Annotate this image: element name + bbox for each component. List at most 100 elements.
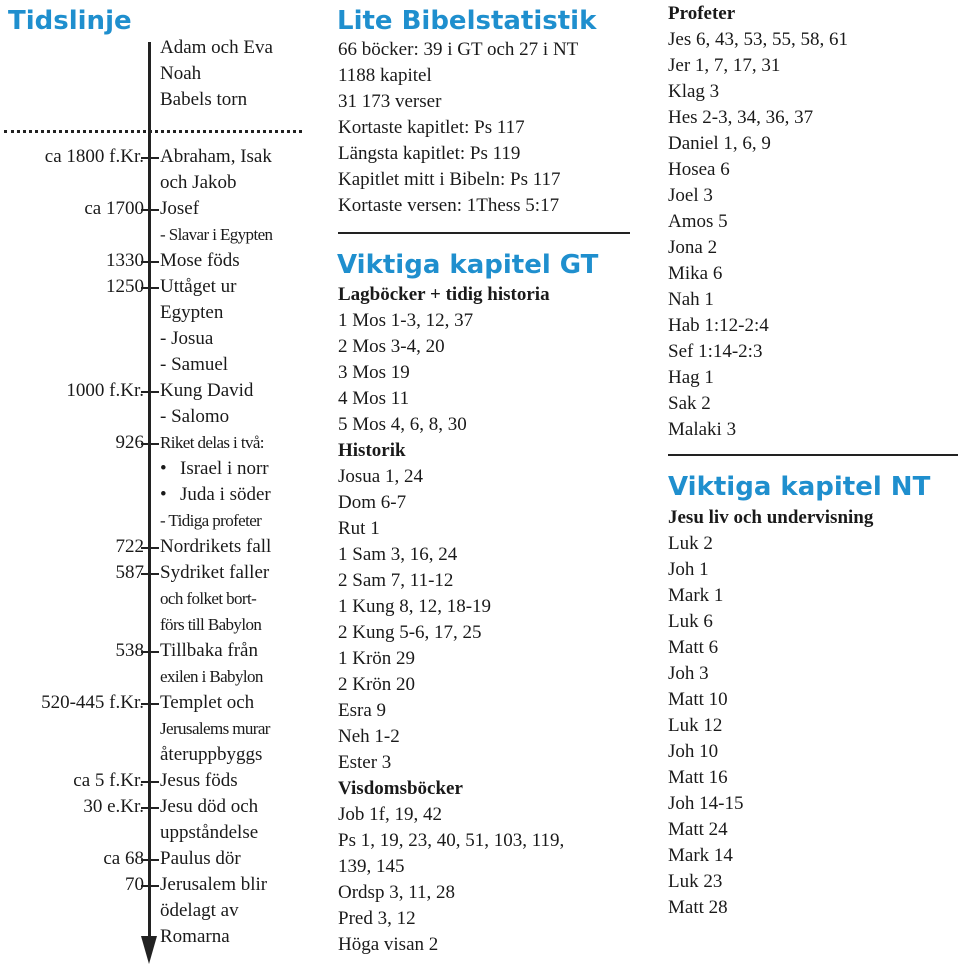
timeline-date: 30 e.Kr. (83, 796, 144, 817)
timeline-event: Adam och Eva (160, 37, 273, 58)
timeline-date: 587 (115, 562, 145, 583)
stats-divider (338, 232, 630, 234)
gt-chapter: Ester 3 (338, 752, 392, 773)
nt-subtitle: Jesu liv och undervisning (668, 507, 874, 528)
timeline-event: Riket delas i två: (160, 433, 265, 452)
timeline-arrowhead (141, 936, 157, 964)
nt-chapter: Luk 2 (668, 533, 713, 554)
timeline-date: 1250 (106, 276, 144, 297)
timeline-event: - Josua (160, 328, 214, 349)
timeline-tick (141, 573, 159, 575)
nt-chapter: Matt 28 (668, 897, 728, 918)
gt-chapter: Josua 1, 24 (338, 466, 423, 487)
gt-chapter: Esra 9 (338, 700, 387, 721)
timeline-event: och folket bort- (160, 589, 257, 608)
timeline-bullet-item: Israel i norr (160, 458, 269, 480)
timeline-tick (141, 443, 159, 445)
prophet-chapter: Sak 2 (668, 393, 711, 414)
nt-title: Viktiga kapitel NT (668, 472, 931, 502)
nt-chapter: Matt 16 (668, 767, 728, 788)
timeline-tick (141, 885, 159, 887)
gt-chapter: 5 Mos 4, 6, 8, 30 (338, 414, 467, 435)
gt-chapter: 1 Mos 1-3, 12, 37 (338, 310, 474, 331)
timeline-event: Egypten (160, 302, 224, 323)
prophet-chapter: Jer 1, 7, 17, 31 (668, 55, 781, 76)
nt-chapter: Matt 6 (668, 637, 719, 658)
prophets-title: Profeter (668, 3, 736, 24)
prophet-chapter: Sef 1:14-2:3 (668, 341, 763, 362)
timeline-event: och Jakob (160, 172, 237, 193)
timeline-tick (141, 261, 159, 263)
gt-chapter: Job 1f, 19, 42 (338, 804, 442, 825)
timeline-tick (141, 391, 159, 393)
stats-line: Kortaste versen: 1Thess 5:17 (338, 195, 560, 216)
timeline-tick (141, 157, 159, 159)
prophet-chapter: Malaki 3 (668, 419, 737, 440)
prophet-chapter: Joel 3 (668, 185, 713, 206)
prophet-chapter: Hes 2-3, 34, 36, 37 (668, 107, 814, 128)
nt-chapter: Joh 14-15 (668, 793, 744, 814)
prophet-chapter: Nah 1 (668, 289, 714, 310)
gt-chapter: 1 Sam 3, 16, 24 (338, 544, 458, 565)
timeline-event: Nordrikets fall (160, 536, 272, 557)
prophet-chapter: Hab 1:12-2:4 (668, 315, 769, 336)
timeline-event: Tillbaka från (160, 640, 258, 661)
nt-chapter: Matt 24 (668, 819, 728, 840)
stats-title: Lite Bibelstatistik (337, 6, 597, 36)
nt-chapter: Joh 3 (668, 663, 709, 684)
prophet-chapter: Daniel 1, 6, 9 (668, 133, 771, 154)
gt-chapter: Rut 1 (338, 518, 380, 539)
timeline-tick (141, 651, 159, 653)
gt-title: Viktiga kapitel GT (337, 250, 599, 280)
timeline-tick (141, 209, 159, 211)
timeline-event: - Samuel (160, 354, 229, 375)
stats-line: Längsta kapitlet: Ps 119 (338, 143, 521, 164)
nt-chapter: Matt 10 (668, 689, 728, 710)
dotted-divider (4, 130, 302, 133)
timeline-event: Uttåget ur (160, 276, 237, 297)
timeline-date: 1330 (106, 250, 144, 271)
gt-chapter: 139, 145 (338, 856, 405, 877)
gt-chapter: 2 Mos 3-4, 20 (338, 336, 445, 357)
timeline-event: Abraham, Isak (160, 146, 272, 167)
prophet-chapter: Hosea 6 (668, 159, 730, 180)
timeline-event: - Tidiga profeter (160, 511, 262, 530)
nt-chapter: Luk 6 (668, 611, 713, 632)
timeline-event: återuppbyggs (160, 744, 263, 765)
gt-chapter: Ordsp 3, 11, 28 (338, 882, 455, 903)
timeline-event: förs till Babylon (160, 615, 262, 634)
timeline-title: Tidslinje (8, 6, 132, 36)
nt-chapter: Luk 12 (668, 715, 723, 736)
timeline-event: exilen i Babylon (160, 667, 263, 686)
timeline-tick (141, 547, 159, 549)
gt-chapter: Ps 1, 19, 23, 40, 51, 103, 119, (338, 830, 565, 851)
nt-chapter: Joh 1 (668, 559, 709, 580)
timeline-event: Templet och (160, 692, 255, 713)
timeline-event: - Slavar i Egypten (160, 225, 273, 244)
gt-chapter: 3 Mos 19 (338, 362, 410, 383)
timeline-tick (141, 859, 159, 861)
nt-chapter: Luk 23 (668, 871, 723, 892)
gt-chapter: Neh 1-2 (338, 726, 400, 747)
gt-chapter: 1 Krön 29 (338, 648, 416, 669)
timeline-bullet-item: Juda i söder (160, 484, 271, 506)
nt-chapter: Mark 14 (668, 845, 733, 866)
gt-chapter: 1 Kung 8, 12, 18-19 (338, 596, 492, 617)
timeline-date: ca 68 (103, 848, 144, 869)
prophet-chapter: Jes 6, 43, 53, 55, 58, 61 (668, 29, 848, 50)
timeline-event: Josef (160, 198, 200, 219)
timeline-event: Jesus föds (160, 770, 238, 791)
timeline-event: Paulus dör (160, 848, 241, 869)
timeline-date: 70 (125, 874, 144, 895)
timeline-event: Kung David (160, 380, 254, 401)
timeline-event: ödelagt av (160, 900, 239, 921)
stats-line: 1188 kapitel (338, 65, 432, 86)
timeline-tick (141, 703, 159, 705)
timeline-event: Babels torn (160, 89, 248, 110)
timeline-event: Jesu död och (160, 796, 259, 817)
timeline-axis (148, 42, 151, 942)
timeline-event: Romarna (160, 926, 230, 947)
timeline-date: 538 (115, 640, 145, 661)
nt-chapter: Joh 10 (668, 741, 719, 762)
prophet-chapter: Amos 5 (668, 211, 728, 232)
